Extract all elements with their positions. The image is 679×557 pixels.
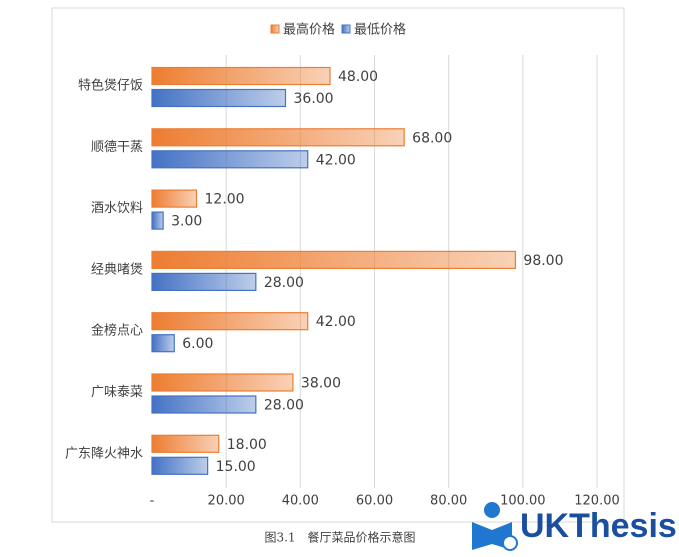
y-tick-label: 经典啫煲	[91, 261, 143, 277]
bar	[151, 395, 257, 414]
bar	[151, 150, 309, 169]
x-tick-label: 80.00	[430, 494, 467, 509]
bar	[151, 66, 331, 86]
x-tick-label: 120.00	[574, 494, 620, 509]
x-tick-label: 40.00	[282, 494, 319, 509]
bar	[151, 250, 517, 269]
data-label: 36.00	[294, 91, 334, 107]
data-label: 28.00	[264, 275, 304, 291]
bar	[151, 434, 220, 453]
bar	[151, 88, 287, 108]
x-tick-label: 100.00	[500, 494, 546, 509]
data-label: 6.00	[182, 336, 213, 352]
data-label: 42.00	[316, 152, 356, 168]
bar	[151, 189, 198, 208]
watermark: UKThesis	[520, 507, 677, 545]
bar	[151, 312, 309, 331]
y-tick-label: 广味泰菜	[91, 385, 143, 400]
x-tick-label: 60.00	[356, 494, 393, 509]
y-tick-label: 酒水饮料	[91, 201, 143, 216]
data-label: 3.00	[171, 214, 202, 230]
y-tick-label: 金榜点心	[91, 323, 143, 339]
watermark-logo: UKThesis	[472, 502, 677, 551]
legend-marker	[270, 24, 280, 34]
data-label: 42.00	[316, 314, 356, 330]
x-tick-label: 20.00	[208, 494, 245, 509]
legend-label: 最低价格	[354, 22, 406, 38]
y-tick-label: 顺德干蒸	[91, 140, 143, 155]
legend-label: 最高价格	[283, 22, 335, 38]
data-label: 18.00	[227, 437, 267, 453]
bar	[151, 334, 175, 353]
y-tick-label: 广东降火神水	[65, 446, 143, 461]
data-label: 38.00	[301, 376, 341, 392]
x-tick-label: -	[150, 494, 155, 509]
bar	[151, 211, 164, 230]
data-label: 28.00	[264, 398, 304, 414]
bar	[151, 373, 294, 392]
caption: 图3.1 餐厅菜品价格示意图	[264, 530, 415, 545]
legend-marker	[341, 24, 351, 34]
data-label: 15.00	[216, 459, 256, 475]
y-tick-label: 特色煲仔饭	[78, 78, 143, 94]
data-label: 98.00	[523, 253, 563, 269]
data-label: 12.00	[205, 192, 245, 208]
bar	[151, 456, 209, 475]
bar	[151, 128, 405, 147]
data-label: 48.00	[338, 69, 378, 85]
bar	[151, 272, 257, 291]
data-label: 68.00	[412, 130, 452, 146]
